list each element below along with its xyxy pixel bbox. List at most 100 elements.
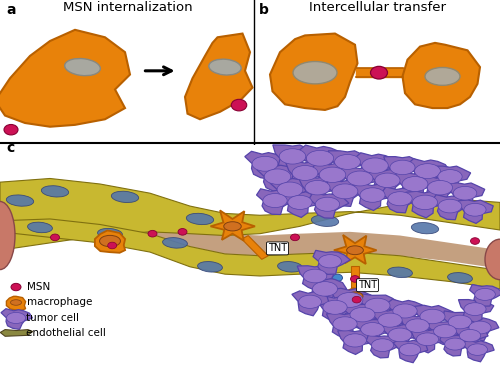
- Ellipse shape: [416, 333, 438, 346]
- Polygon shape: [0, 178, 500, 250]
- Circle shape: [148, 230, 157, 237]
- Polygon shape: [306, 277, 346, 304]
- Ellipse shape: [288, 195, 312, 209]
- Circle shape: [290, 234, 300, 241]
- Ellipse shape: [6, 312, 26, 323]
- Circle shape: [332, 274, 342, 282]
- Circle shape: [11, 283, 21, 291]
- Ellipse shape: [350, 307, 375, 322]
- Circle shape: [370, 66, 388, 79]
- Ellipse shape: [346, 246, 364, 255]
- Text: TNT: TNT: [358, 280, 377, 290]
- Polygon shape: [270, 177, 312, 205]
- Polygon shape: [371, 308, 410, 335]
- Polygon shape: [0, 199, 500, 269]
- Ellipse shape: [42, 186, 68, 197]
- Text: Intercellular transfer: Intercellular transfer: [309, 1, 446, 14]
- Polygon shape: [360, 294, 400, 320]
- Ellipse shape: [414, 164, 440, 178]
- Polygon shape: [470, 284, 500, 306]
- Polygon shape: [95, 230, 125, 253]
- Text: b: b: [259, 3, 269, 17]
- Ellipse shape: [464, 204, 486, 216]
- Ellipse shape: [278, 262, 302, 272]
- Ellipse shape: [292, 166, 318, 180]
- Ellipse shape: [6, 195, 34, 206]
- Ellipse shape: [469, 321, 491, 334]
- Ellipse shape: [64, 59, 100, 76]
- Polygon shape: [432, 166, 470, 191]
- Polygon shape: [458, 200, 494, 223]
- Ellipse shape: [319, 167, 346, 183]
- Ellipse shape: [460, 329, 480, 342]
- Text: a: a: [6, 3, 16, 17]
- Ellipse shape: [438, 170, 462, 184]
- Polygon shape: [420, 176, 462, 202]
- Ellipse shape: [306, 151, 334, 166]
- Ellipse shape: [360, 188, 385, 202]
- Polygon shape: [447, 183, 485, 208]
- Ellipse shape: [438, 199, 462, 213]
- Ellipse shape: [277, 182, 303, 197]
- Ellipse shape: [464, 303, 486, 315]
- Ellipse shape: [388, 267, 412, 277]
- Polygon shape: [338, 330, 374, 354]
- Ellipse shape: [100, 236, 120, 247]
- Ellipse shape: [344, 334, 366, 347]
- Ellipse shape: [400, 343, 420, 356]
- Polygon shape: [273, 145, 315, 173]
- Polygon shape: [440, 334, 474, 356]
- Polygon shape: [344, 303, 385, 329]
- Polygon shape: [316, 296, 355, 322]
- Ellipse shape: [425, 67, 460, 85]
- Polygon shape: [393, 339, 428, 363]
- Ellipse shape: [347, 171, 373, 186]
- Ellipse shape: [388, 328, 412, 342]
- Text: macrophage: macrophage: [26, 297, 92, 308]
- Polygon shape: [256, 189, 296, 215]
- Circle shape: [108, 242, 116, 249]
- Polygon shape: [1, 309, 32, 329]
- Ellipse shape: [485, 239, 500, 280]
- Polygon shape: [0, 219, 500, 289]
- Ellipse shape: [434, 325, 456, 338]
- Polygon shape: [298, 177, 339, 203]
- Polygon shape: [356, 318, 394, 343]
- Polygon shape: [313, 250, 350, 275]
- Ellipse shape: [428, 180, 452, 195]
- Ellipse shape: [323, 300, 347, 314]
- Ellipse shape: [388, 192, 412, 206]
- Text: MSN internalization: MSN internalization: [62, 1, 192, 14]
- Polygon shape: [432, 195, 470, 220]
- Circle shape: [470, 238, 480, 244]
- Polygon shape: [281, 191, 320, 217]
- Polygon shape: [0, 330, 33, 336]
- Ellipse shape: [224, 222, 242, 231]
- Polygon shape: [6, 296, 26, 311]
- Polygon shape: [354, 184, 394, 210]
- Polygon shape: [462, 317, 499, 341]
- Polygon shape: [410, 330, 446, 353]
- Polygon shape: [382, 323, 420, 349]
- Polygon shape: [386, 299, 426, 326]
- Ellipse shape: [412, 223, 438, 234]
- Polygon shape: [384, 157, 424, 183]
- Ellipse shape: [406, 319, 429, 333]
- Ellipse shape: [312, 282, 338, 296]
- Polygon shape: [400, 315, 437, 340]
- Ellipse shape: [264, 169, 291, 184]
- Ellipse shape: [393, 304, 417, 318]
- Ellipse shape: [375, 173, 400, 188]
- Polygon shape: [453, 325, 488, 348]
- Ellipse shape: [412, 195, 438, 210]
- Ellipse shape: [198, 262, 222, 272]
- Polygon shape: [406, 191, 446, 218]
- Ellipse shape: [112, 191, 138, 202]
- Polygon shape: [297, 266, 335, 290]
- Ellipse shape: [453, 186, 477, 200]
- Ellipse shape: [305, 180, 330, 195]
- Ellipse shape: [332, 184, 358, 199]
- Text: tumor cell: tumor cell: [26, 313, 80, 323]
- Ellipse shape: [448, 273, 472, 283]
- Ellipse shape: [316, 197, 340, 211]
